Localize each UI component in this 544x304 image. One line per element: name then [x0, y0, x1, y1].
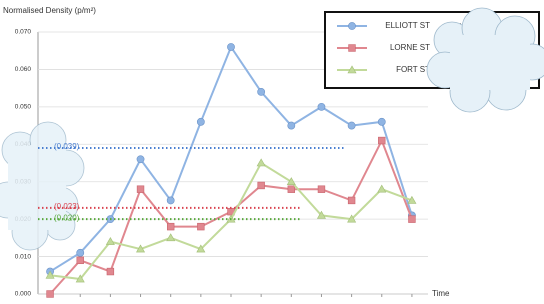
marker: [349, 45, 356, 52]
marker: [378, 185, 386, 192]
x-axis-title: Time: [432, 289, 450, 298]
marker: [409, 216, 416, 223]
marker: [106, 238, 114, 245]
marker: [258, 88, 265, 95]
marker: [287, 178, 295, 185]
marker: [167, 223, 174, 230]
average-label: (0.039): [54, 142, 80, 151]
marker: [167, 197, 174, 204]
chart: Normalised Density (p/m²) Time 0.000 0.01…: [0, 0, 544, 304]
marker: [318, 103, 325, 110]
average-label: (0.023): [54, 202, 80, 211]
marker: [197, 223, 204, 230]
marker: [197, 118, 204, 125]
marker: [107, 268, 114, 275]
legend-label: LORNE ST: [390, 43, 430, 52]
marker: [257, 159, 265, 166]
y-tick-label: 0.010: [15, 253, 32, 260]
y-tick-label: 0.000: [15, 291, 32, 298]
y-axis-title: Normalised Density (p/m²): [3, 6, 96, 15]
marker: [137, 156, 144, 163]
marker: [77, 249, 84, 256]
average-label: (0.020): [54, 213, 80, 222]
marker: [378, 118, 385, 125]
legend-label: ELLIOTT ST: [385, 21, 430, 30]
marker: [227, 43, 234, 50]
marker: [348, 122, 355, 129]
marker: [288, 186, 295, 193]
marker: [348, 22, 355, 29]
marker: [348, 197, 355, 204]
y-tick-label: 0.050: [15, 104, 32, 111]
marker: [137, 186, 144, 193]
marker: [77, 257, 84, 264]
marker: [288, 122, 295, 129]
legend-label: FORT ST: [396, 65, 430, 74]
marker: [167, 234, 175, 241]
marker: [47, 291, 54, 298]
marker: [318, 186, 325, 193]
cloud-right: [427, 8, 544, 112]
averages: (0.039) (0.023) (0.020): [38, 142, 345, 222]
y-tick-label: 0.070: [15, 29, 32, 36]
marker: [258, 182, 265, 189]
marker: [378, 137, 385, 144]
y-tick-label: 0.060: [15, 66, 32, 73]
